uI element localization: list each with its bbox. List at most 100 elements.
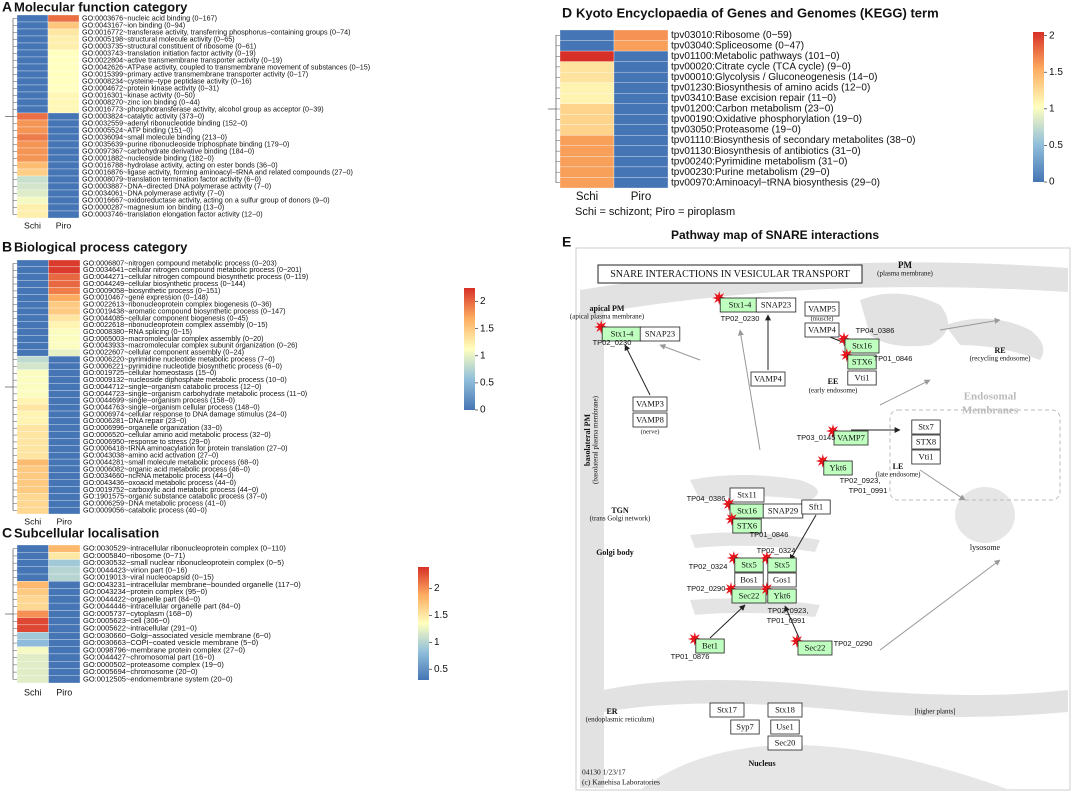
heatmap-cell [48,342,81,350]
gene-id: TP02_0290 [834,639,873,648]
heatmap-cell [16,376,49,384]
row-label: GO:0006220~pyrimidine nucleotide metabol… [83,354,275,363]
heatmap-cell [47,84,80,93]
compartment-label: Endosomal [964,391,1017,403]
heatmap-cell [48,610,81,618]
row-label: GO:0034061~DNA polymerase activity (7−0) [82,188,224,197]
row-label: GO:0012505~endomembrane system (20−0) [83,674,233,683]
gene-box [801,499,831,515]
heatmap-cell [48,362,81,370]
heatmap-cell [48,417,81,425]
gene-box [804,322,840,338]
row-label: tpv00020:Citrate cycle (TCA cycle) (9−0) [671,62,851,73]
row-label: GO:0044712~single−organism catabolic pro… [83,382,261,391]
row-label: GO:0034660~ncRNA metabolic process (44−0… [83,471,234,480]
heatmap-cell [47,119,80,128]
gene-label: Sec22 [805,642,826,652]
row-label: GO:0044699~single−organism process (158−… [83,396,235,405]
row-label: GO:0044271~cellular nitrogen compound bi… [83,272,308,281]
compartment-label: EE [828,377,839,386]
colorbar-tick-label: 0 [1049,177,1055,188]
gene-box [767,572,797,588]
heatmap-cell [47,42,80,51]
heatmap-cell [16,573,49,582]
heatmap-cell [48,383,81,391]
heatmap-cell [16,431,49,439]
heatmap-cell [48,544,81,553]
row-label: tpv00970:Aminoacyl−tRNA biosynthesis (29… [671,177,880,188]
gene-box [767,702,803,718]
heatmap-cell [613,29,669,41]
row-label: GO:0043167~ion binding (0−94) [82,20,185,29]
row-label: GO:0015399~primary active transmembrane … [82,69,308,78]
gene-id: TP04_0386 [856,326,895,335]
heatmap-cell [559,82,615,94]
heatmap-cell [48,445,81,453]
heatmap-cell [559,103,615,115]
panel-letter: D [562,5,572,21]
column-label: Schi [24,220,41,230]
heatmap-cell [559,50,615,62]
heatmap-cell [16,397,49,405]
heatmap-cell [16,668,49,676]
heatmap-cell [47,56,80,65]
row-label: GO:0044423~virion part (0−16) [83,565,188,574]
row-label: GO:0016876~ligase activity, forming amin… [82,167,353,176]
row-label: GO:0044085~cellular component biogenesis… [83,313,248,322]
gene-label: Sec20 [775,737,796,747]
gene-label: Bos1 [740,574,757,584]
row-label: GO:0032559~adenyl ribonucleotide binding… [82,118,247,127]
compartment-label: (apical plasma membrane) [570,313,645,321]
gene-id: TP02_0230 [593,338,632,347]
gene-box [632,412,668,428]
gene-label: Stx11 [737,489,757,499]
banner-box [597,264,863,284]
row-label: GO:0044249~cellular biosynthetic process… [83,279,245,288]
row-label: tpv01130:Biosynthesis of antibiotics (31… [671,146,861,157]
gene-label: Stx16 [852,340,872,350]
heatmap-cell [16,417,49,425]
heatmap-cell [16,588,49,596]
row-label: GO:0006520~cellular amino acid metabolic… [83,430,271,439]
banner: SNARE INTERACTIONS IN VESICULAR TRANSPOR… [610,269,850,280]
heatmap-cell [48,301,81,309]
gene-box [797,640,833,656]
colorbar-tick-label: 0.5 [434,664,448,675]
heatmap-cell [559,145,615,157]
heatmap-cell [16,77,49,86]
row-label: GO:0016772~transferase activity, transfe… [82,27,351,36]
heatmap-cell [47,91,80,100]
gene-label: Ykt6 [774,590,791,600]
gene-box [732,518,762,534]
heatmap-cell [48,397,81,405]
heatmap-cell [48,617,81,626]
row-label: GO:0022607~cellular component assembly (… [83,348,244,357]
heatmap-cell [559,166,615,178]
gene-label: Stx16 [737,505,757,515]
row-label: GO:0022613~ribonucleoprotein complex bio… [83,300,272,309]
heatmap-cell [48,335,81,343]
row-label: GO:0043436~oxoacid metabolic process (44… [83,478,236,487]
gene-label: Stx17 [717,704,737,714]
gene-label: Stx5 [774,559,790,569]
gene-label: STX6 [737,520,757,530]
gene-label: VAMP3 [636,398,664,408]
heatmap-cell [16,552,49,560]
heatmap-cell [48,355,81,364]
heatmap-cell [48,506,81,515]
heatmap-cell [16,472,49,480]
gene-box [729,487,765,503]
heatmap-cell [48,581,81,589]
panel-letter: A [2,0,12,15]
gene-box [755,297,797,313]
row-label: GO:0006807~nitrogen compound metabolic p… [83,258,277,267]
heatmap-cell [47,21,80,30]
heatmap-cell [16,335,49,343]
row-label: GO:0003887~DNA−directed DNA polymerase a… [82,181,271,190]
column-label: Schi [24,687,42,697]
heatmap-cell [16,493,49,501]
gene-label: VAMP8 [636,414,664,424]
gene-label: Syp7 [736,721,753,731]
heatmap-cell [16,355,49,364]
